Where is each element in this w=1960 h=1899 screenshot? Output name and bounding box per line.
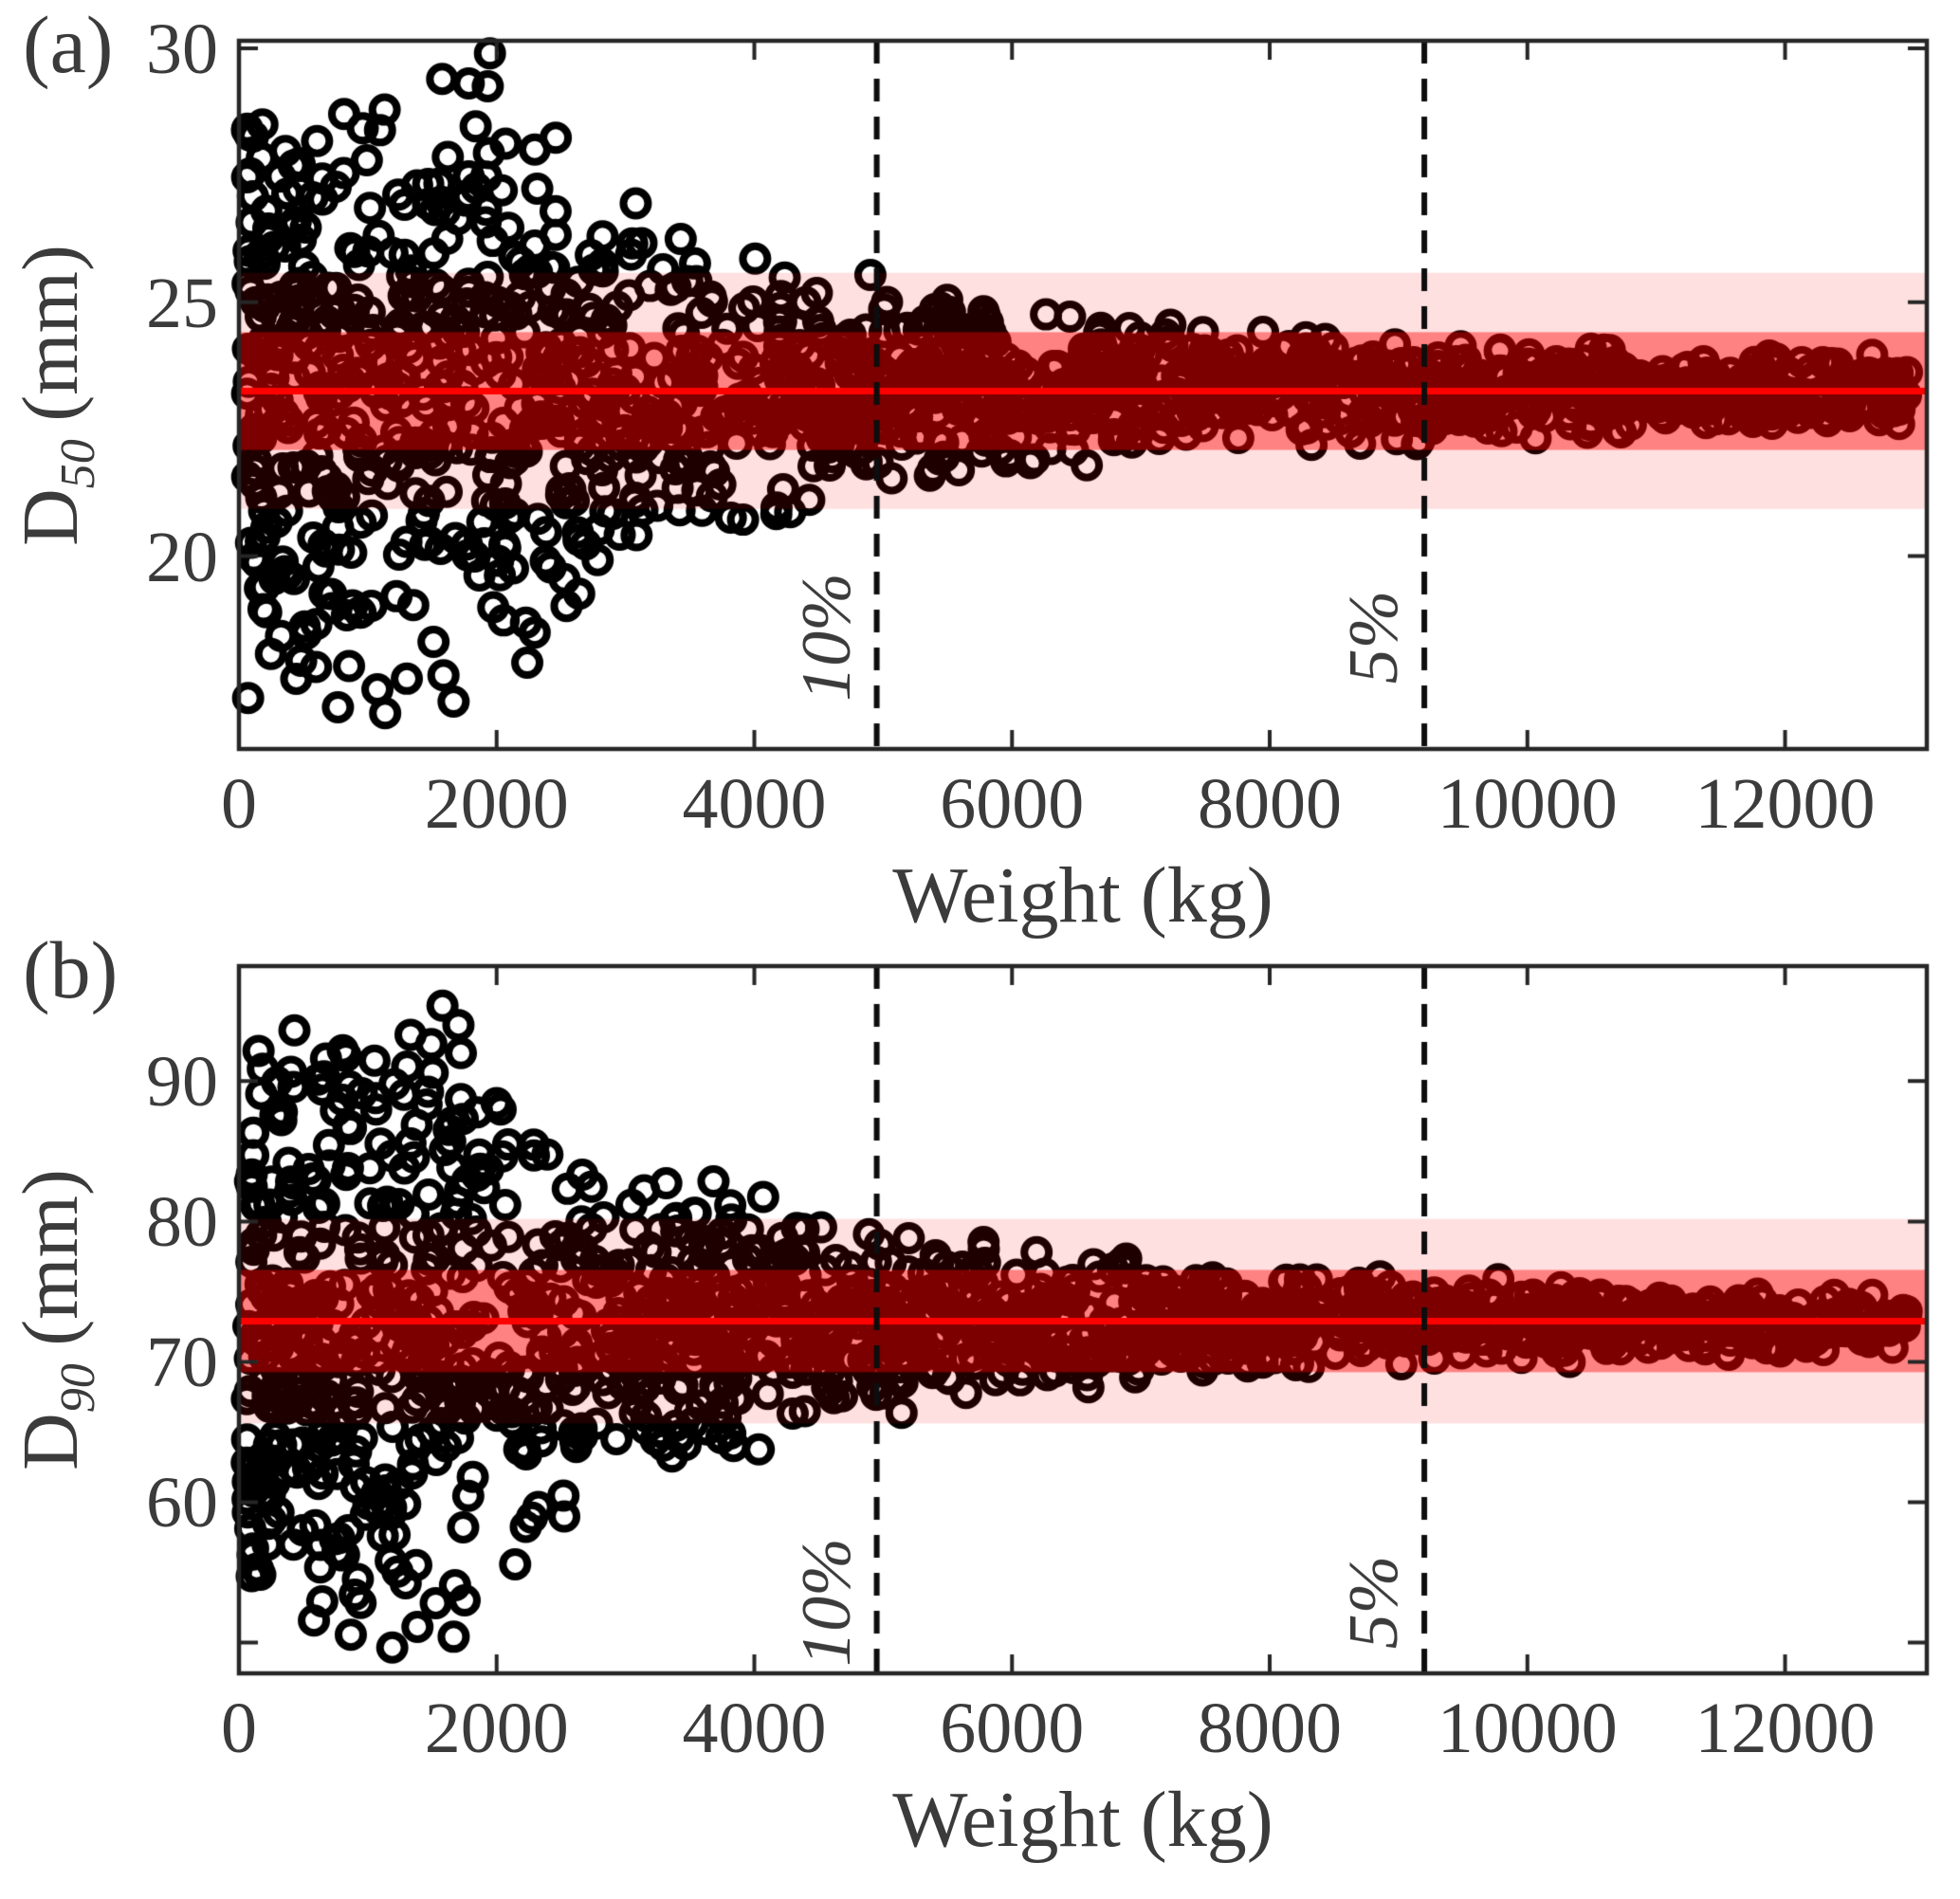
x-tick-label: 4000	[682, 1689, 827, 1768]
panel-a-label: (a)	[23, 0, 114, 90]
panel-a-x-axis-label: Weight (kg)	[892, 851, 1273, 940]
x-tick-label: 6000	[940, 764, 1085, 844]
vline-label-5pct: 5%	[1335, 590, 1414, 685]
x-tick-label: 10000	[1437, 764, 1618, 844]
y-tick-label: 30	[146, 9, 218, 90]
ylabel-base: D	[7, 1413, 95, 1470]
ylabel-subscript: 50	[50, 438, 105, 488]
y-tick-label: 70	[146, 1323, 218, 1403]
vline-label-5pct: 5%	[1335, 1555, 1414, 1650]
x-tick-label: 12000	[1694, 1689, 1876, 1768]
x-tick-label: 2000	[424, 764, 569, 844]
x-tick-label: 0	[221, 764, 257, 844]
vline-label-10pct: 10%	[787, 573, 866, 702]
panel-b-x-axis-label: Weight (kg)	[892, 1776, 1273, 1864]
y-tick-label: 80	[146, 1182, 218, 1263]
x-tick-label: 12000	[1694, 764, 1876, 844]
x-tick-label: 0	[221, 1689, 257, 1768]
x-tick-label: 6000	[940, 1689, 1085, 1768]
y-tick-label: 20	[146, 517, 218, 597]
x-tick-label: 10000	[1437, 1689, 1618, 1768]
x-tick-label: 2000	[424, 1689, 569, 1768]
y-tick-label: 90	[146, 1042, 218, 1123]
x-tick-label: 4000	[682, 764, 827, 844]
y-tick-label: 25	[146, 263, 218, 343]
y-tick-label: 60	[146, 1463, 218, 1543]
panel-b-label: (b)	[23, 924, 119, 1015]
vline-label-10pct: 10%	[787, 1538, 866, 1667]
x-tick-label: 8000	[1198, 764, 1343, 844]
x-tick-label: 8000	[1198, 1689, 1343, 1768]
